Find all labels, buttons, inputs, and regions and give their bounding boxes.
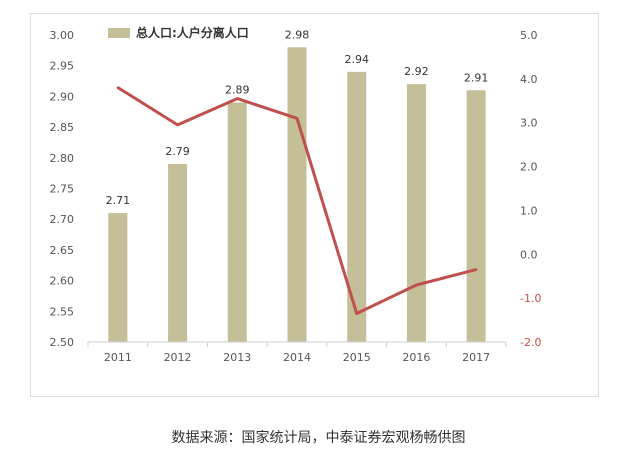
bar [406, 84, 426, 343]
left-axis-tick-label: 2.70 [50, 213, 75, 226]
bar-data-label: 2.79 [165, 145, 190, 158]
x-axis-tick-label: 2017 [462, 351, 490, 364]
legend-label: 总人口:人户分离人口 [136, 25, 249, 40]
left-axis-tick-label: 2.95 [50, 60, 75, 73]
x-axis-tick-label: 2012 [164, 351, 192, 364]
combo-chart: 2.50 2.55 2.60 2.65 2.70 2.75 2.80 2.85 2.90 2.95… [50, 25, 542, 364]
bar-data-label: 2.92 [404, 65, 429, 78]
x-axis-tick-label: 2016 [402, 351, 430, 364]
right-axis-tick-label: -1.0 [520, 292, 541, 305]
bar-data-label: 2.98 [285, 28, 310, 41]
right-axis-tick-label: 1.0 [520, 204, 538, 217]
x-axis-tick-label: 2014 [283, 351, 311, 364]
line-point [355, 312, 358, 315]
bar-data-label: 2.91 [464, 71, 489, 84]
line-point [474, 268, 478, 271]
legend-swatch [108, 28, 130, 38]
line-point [116, 86, 120, 89]
left-axis-tick-label: 2.65 [50, 244, 75, 257]
bar-data-label: 2.71 [106, 194, 131, 207]
bar-data-label: 2.89 [225, 84, 250, 97]
left-axis-tick-label: 2.75 [50, 183, 75, 196]
left-axis-tick-label: 2.85 [50, 121, 75, 134]
left-axis-tick-label: 2.80 [50, 152, 75, 165]
x-axis-tick-label: 2015 [343, 351, 371, 364]
line-point [236, 97, 239, 100]
right-axis-tick-label: 4.0 [520, 73, 538, 86]
bar [466, 90, 486, 342]
bar-data-label: 2.94 [344, 53, 369, 66]
right-axis-tick-label: 5.0 [520, 29, 538, 42]
left-axis-tick-label: 2.50 [50, 336, 75, 349]
bar [287, 47, 307, 342]
bar [108, 213, 128, 342]
left-axis-tick-label: 2.90 [50, 90, 75, 103]
line-point [176, 123, 179, 127]
right-axis-tick-label: -2.0 [520, 336, 541, 349]
x-axis-tick-label: 2013 [223, 351, 251, 364]
line-point [295, 117, 299, 120]
right-axis-tick-label: 0.0 [520, 248, 538, 261]
bar [347, 71, 367, 342]
source-note: 数据来源：国家统计局，中泰证券宏观杨畅供图 [171, 430, 466, 446]
line-point [415, 283, 418, 287]
left-axis-tick-label: 2.55 [50, 305, 75, 318]
left-axis-tick-label: 2.60 [50, 275, 75, 288]
right-axis-tick-label: 2.0 [520, 161, 538, 174]
left-axis-tick-label: 3.00 [50, 29, 75, 42]
x-axis-tick-label: 2011 [104, 351, 132, 364]
right-axis-tick-label: 3.0 [520, 117, 538, 130]
bar [227, 102, 247, 342]
bar [168, 163, 188, 342]
